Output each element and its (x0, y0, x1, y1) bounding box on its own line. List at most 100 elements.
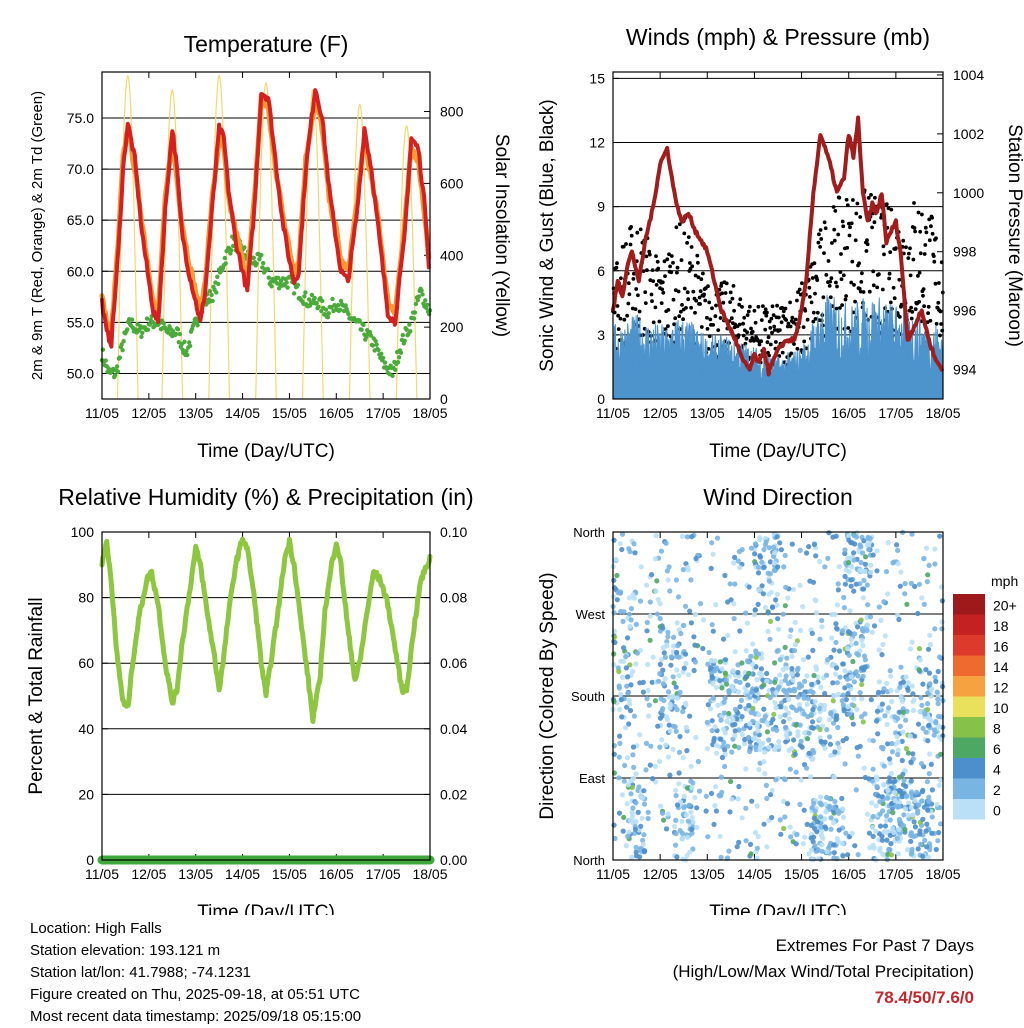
gust-point (685, 241, 689, 245)
wind-direction-point (848, 674, 854, 680)
wind-direction-point (925, 572, 931, 578)
gust-point (858, 215, 863, 219)
wind-direction-point (614, 572, 620, 579)
gust-point (858, 289, 863, 294)
wind-direction-point (801, 807, 807, 813)
wind-direction-point (792, 619, 798, 626)
gust-point (740, 305, 744, 309)
wind-direction-point (879, 837, 885, 843)
wind-direction-point (735, 662, 741, 668)
wind-direction-point (774, 727, 780, 733)
gust-point (629, 225, 633, 229)
wind-direction-point (921, 601, 927, 608)
wind-direction-point (924, 701, 931, 707)
wind-direction-point (914, 789, 920, 796)
wind-direction-point (903, 745, 910, 752)
gust-point (800, 281, 804, 286)
gust-point (781, 309, 786, 314)
dewpoint-point (120, 348, 125, 353)
wind-direction-point (832, 671, 839, 677)
wind-direction-point (908, 778, 914, 784)
wind-direction-point (667, 772, 673, 778)
wind-direction-point (759, 717, 765, 724)
gust-point (741, 321, 745, 326)
gust-point (708, 317, 713, 322)
wind-direction-point (689, 826, 695, 832)
wind-direction-point (804, 765, 810, 771)
wind-direction-point (865, 602, 871, 608)
gust-point (628, 242, 633, 247)
legend-swatch (953, 635, 985, 656)
wind-direction-point (842, 547, 848, 553)
wind-direction-point (861, 538, 867, 544)
y-tick-label: South (571, 689, 605, 704)
wind-direction-point (858, 559, 864, 566)
wind-direction-point (932, 674, 938, 680)
wind-direction-point (691, 667, 697, 674)
gust-point (897, 315, 902, 319)
wind-direction-point (908, 805, 914, 811)
wind-direction-point (900, 709, 907, 716)
gust-point (822, 220, 827, 225)
wind-direction-point (688, 778, 694, 784)
wind-direction-point (926, 794, 932, 800)
wind-direction-point (667, 588, 673, 594)
wind-direction-point (780, 666, 786, 673)
wind-direction-point (883, 569, 890, 575)
wind-direction-point (863, 554, 869, 560)
wind-direction-point (890, 825, 896, 832)
gust-point (922, 252, 927, 256)
wind-direction-point (884, 837, 890, 843)
wind-direction-point (889, 698, 895, 705)
gust-point (844, 197, 849, 202)
wind-direction-point (851, 679, 858, 685)
wind-direction-point (883, 813, 890, 819)
y-right-tick-label: 200 (440, 319, 464, 335)
gust-point (723, 291, 728, 295)
wind-direction-point (747, 841, 754, 848)
wind-direction-point (884, 680, 890, 687)
wind-direction-point (635, 809, 641, 816)
wind-direction-point (709, 622, 715, 628)
gust-point (759, 339, 764, 344)
wind-direction-point (882, 713, 888, 719)
wind-direction-point (777, 714, 784, 720)
wind-direction-point (870, 833, 876, 840)
wind-direction-point (665, 811, 671, 817)
wind-direction-point (868, 569, 874, 576)
wind-direction-point (782, 603, 788, 609)
wind-direction-point (875, 731, 881, 737)
gust-point (714, 303, 718, 308)
wind-direction-point (703, 808, 709, 814)
wind-direction-point (934, 801, 940, 807)
wind-direction-point (710, 551, 716, 557)
wind-direction-point (735, 689, 742, 695)
wind-direction-point (832, 798, 838, 805)
wind-direction-point (735, 710, 741, 716)
gust-point (816, 240, 821, 245)
wind-direction-point (782, 677, 789, 683)
gust-point (732, 325, 737, 330)
wind-direction-point (657, 615, 663, 622)
wind-direction-point (770, 716, 776, 723)
gust-point (783, 306, 788, 311)
dewpoint-point (404, 327, 409, 332)
gust-point (795, 346, 800, 351)
y-tick-label: East (579, 771, 605, 786)
wind-direction-point (773, 597, 779, 603)
station-info: Location: High Falls Station elevation: … (30, 918, 361, 1028)
gust-point (643, 290, 648, 295)
wind-direction-point (871, 623, 878, 629)
wind-direction-point (809, 719, 816, 725)
wind-direction-point (628, 617, 634, 623)
wind-direction-point (936, 782, 942, 789)
wind-direction-point (625, 782, 632, 788)
wind-direction-point (759, 559, 765, 565)
y-tick-label: 0 (86, 852, 94, 868)
gust-point (845, 245, 850, 250)
wind-direction-point (690, 846, 696, 852)
gust-point (864, 249, 869, 253)
wind-direction-point (755, 833, 761, 840)
wind-direction-point (745, 734, 752, 741)
wind-direction-point (822, 739, 828, 745)
